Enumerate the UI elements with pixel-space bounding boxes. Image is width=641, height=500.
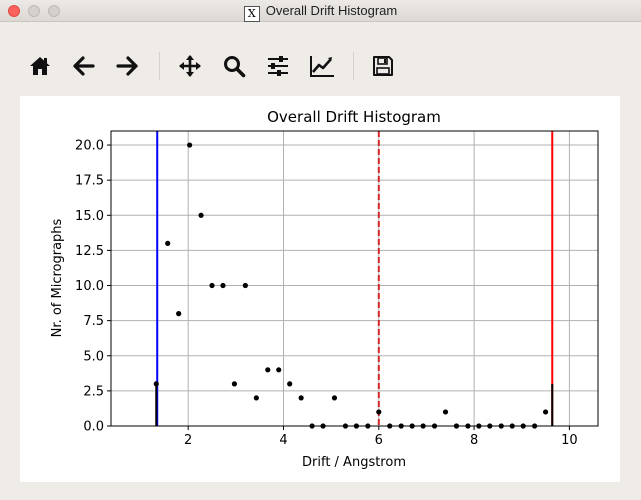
data-point [253,395,259,401]
close-window-button[interactable] [8,5,20,17]
maximize-window-button[interactable] [48,5,60,17]
window-titlebar: X Overall Drift Histogram [0,0,641,22]
data-point [209,282,215,289]
y-tick-label: 20.0 [75,139,104,154]
x-tick-label: 6 [375,433,383,448]
x-tick-label: 2 [184,433,192,448]
plot-frame [110,130,599,427]
x-axis-label: Drift / Angstrom [302,455,406,470]
y-tick-label: 12.5 [75,244,104,259]
data-point [276,367,282,373]
chart-title: Overall Drift Histogram [267,108,441,126]
x-tick-label: 10 [561,433,578,448]
sliders-icon [268,56,288,76]
data-point [298,395,304,401]
window-title: X Overall Drift Histogram [0,3,641,22]
x11-icon: X [243,6,260,22]
y-tick-label: 10.0 [75,279,104,294]
y-tick-label: 15.0 [75,209,104,224]
x-tick-label: 4 [279,433,287,448]
data-point [187,142,193,148]
data-point [231,381,238,387]
magnifier-icon [224,56,246,78]
forward-button[interactable] [111,50,143,82]
arrow-left-icon [73,56,95,76]
data-point [287,381,293,387]
home-button[interactable] [24,50,56,82]
data-point [542,409,549,415]
data-point [220,282,226,289]
subplots-button[interactable] [262,50,294,82]
data-point [165,240,171,246]
y-tick-label: 2.5 [83,384,104,399]
data-point [331,395,338,401]
data-point [242,282,248,289]
save-button[interactable] [367,50,399,82]
y-axis-label: Nr. of Micrographs [50,218,65,337]
floppy-disk-icon [373,56,393,76]
y-tick-label: 5.0 [83,349,104,364]
back-button[interactable] [68,50,100,82]
arrow-right-icon [116,56,138,76]
y-tick-label: 7.5 [83,314,104,329]
window-title-text: Overall Drift Histogram [265,3,398,18]
x-tick-label: 8 [470,433,478,448]
toolbar-separator [353,52,354,80]
toolbar [0,44,641,88]
edit-axis-button[interactable] [306,50,338,82]
data-point [198,212,204,218]
figure-canvas: Overall Drift Histogram 2 4 6 8 10 0.0 2.5 5.0 7… [20,96,620,482]
minimize-window-button[interactable] [28,5,40,17]
line-chart-icon [310,56,334,77]
data-point [265,367,271,373]
zoom-button[interactable] [218,50,250,82]
data-point [442,409,449,415]
home-icon [30,57,50,75]
y-tick-label: 17.5 [75,174,104,189]
move-icon [179,55,201,77]
drift-histogram-chart: Overall Drift Histogram 2 4 6 8 10 0.0 2.5 5.0 7… [50,108,599,470]
data-point [153,381,159,387]
data-point [176,311,182,317]
pan-button[interactable] [174,50,206,82]
y-tick-label: 0.0 [83,420,104,435]
data-point [376,409,382,415]
toolbar-separator [159,52,160,80]
